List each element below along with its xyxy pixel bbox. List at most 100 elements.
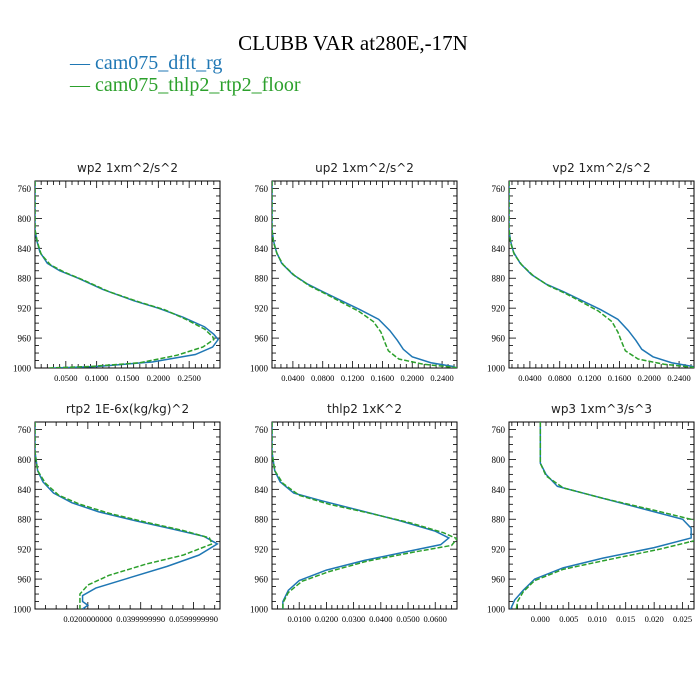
x-tick-label: 0.1000 — [85, 373, 108, 383]
y-tick-label: 800 — [492, 455, 506, 465]
y-tick-label: 800 — [18, 455, 32, 465]
x-tick-label: 0.1600 — [371, 373, 394, 383]
series-line-1 — [272, 422, 451, 609]
series-line-2 — [509, 181, 694, 368]
y-tick-label: 760 — [492, 425, 506, 435]
y-tick-label: 840 — [492, 244, 506, 254]
legend-entry-2: — cam075_thlp2_rtp2_floor — [69, 74, 301, 96]
x-tick-label: 0.005 — [559, 614, 578, 624]
x-tick-label: 0.2000 — [147, 373, 170, 383]
x-tick-label: 0.0600 — [424, 614, 447, 624]
y-tick-label: 760 — [18, 184, 32, 194]
y-tick-label: 880 — [18, 274, 32, 284]
x-tick-label: 0.0200 — [315, 614, 338, 624]
panel-1: wp2 1xm^2/s^2 760 800 840 880 920 960 1000 0.050… — [13, 161, 221, 383]
x-tick-label: 0.2400 — [667, 373, 690, 383]
y-tick-label: 920 — [255, 304, 269, 314]
y-tick-label: 840 — [255, 244, 269, 254]
panel-4: rtp2 1E-6x(kg/kg)^2 760 800 840 880 920 960 100… — [13, 402, 221, 624]
y-tick-label: 960 — [492, 575, 506, 585]
y-tick-label: 1000 — [250, 605, 269, 615]
y-tick-label: 800 — [492, 214, 506, 224]
legend-label-2: cam075_thlp2_rtp2_floor — [95, 74, 301, 96]
y-tick-label: 800 — [255, 214, 269, 224]
y-tick-label: 1000 — [13, 605, 32, 615]
panel-title: thlp2 1xK^2 — [327, 402, 402, 416]
legend-label-1: cam075_dflt_rg — [95, 52, 222, 74]
figure-title: CLUBB VAR at280E,-17N — [238, 31, 468, 55]
x-tick-label: 0.0300 — [342, 614, 365, 624]
panel-2: up2 1xm^2/s^2 760 800 840 880 920 960 1000 0.040… — [250, 161, 458, 383]
y-tick-label: 880 — [255, 274, 269, 284]
panel-5: thlp2 1xK^2 760 800 840 880 920 960 1000 0.0100 0… — [250, 402, 458, 624]
x-tick-label: 0.2000 — [638, 373, 661, 383]
y-tick-label: 840 — [255, 485, 269, 495]
plot-frame — [34, 421, 221, 610]
panel-title: vp2 1xm^2/s^2 — [552, 161, 650, 175]
series-line-2 — [515, 422, 694, 609]
panel-title: up2 1xm^2/s^2 — [315, 161, 414, 175]
legend-dash-2: — — [69, 74, 95, 96]
x-tick-label: 0.2400 — [430, 373, 453, 383]
panel-3: vp2 1xm^2/s^2 760 800 840 880 920 960 1000 0.040… — [487, 161, 695, 383]
legend-entry-1: — cam075_dflt_rg — [69, 52, 222, 74]
y-tick-label: 880 — [255, 515, 269, 525]
panel-title: wp2 1xm^2/s^2 — [77, 161, 178, 175]
x-tick-label: 0.1500 — [116, 373, 139, 383]
y-tick-label: 880 — [18, 515, 32, 525]
y-tick-label: 1000 — [250, 364, 269, 374]
panel-6: wp3 1xm^3/s^3 760 800 840 880 920 960 1000 0.000… — [487, 402, 695, 624]
x-tick-label: 0.0400 — [281, 373, 304, 383]
x-tick-label: 0.1200 — [578, 373, 601, 383]
x-tick-label: 0.0800 — [548, 373, 571, 383]
x-tick-label: 0.0400 — [369, 614, 392, 624]
y-tick-label: 760 — [18, 425, 32, 435]
x-tick-label: 0.0200000000 — [63, 614, 112, 624]
y-tick-label: 880 — [492, 274, 506, 284]
y-tick-label: 800 — [255, 455, 269, 465]
x-tick-label: 0.0400 — [518, 373, 541, 383]
series-line-2 — [35, 422, 214, 609]
y-tick-label: 840 — [492, 485, 506, 495]
x-tick-label: 0.2500 — [177, 373, 200, 383]
y-tick-label: 760 — [255, 184, 269, 194]
legend-dash-1: — — [69, 52, 95, 74]
y-tick-label: 960 — [255, 575, 269, 585]
y-tick-label: 960 — [255, 334, 269, 344]
y-tick-label: 1000 — [487, 605, 506, 615]
y-tick-label: 960 — [18, 334, 32, 344]
y-tick-label: 920 — [492, 304, 506, 314]
x-tick-label: 0.1600 — [608, 373, 631, 383]
x-tick-label: 0.010 — [588, 614, 607, 624]
y-tick-label: 880 — [492, 515, 506, 525]
figure-legend: — cam075_dflt_rg — cam075_thlp2_rtp2_flo… — [69, 52, 301, 96]
x-tick-label: 0.0599999990 — [169, 614, 218, 624]
y-tick-label: 840 — [18, 485, 32, 495]
x-tick-label: 0.000 — [531, 614, 550, 624]
y-tick-label: 760 — [492, 184, 506, 194]
x-tick-label: 0.0500 — [54, 373, 77, 383]
panel-title: wp3 1xm^3/s^3 — [551, 402, 652, 416]
y-tick-label: 920 — [18, 304, 32, 314]
x-tick-label: 0.015 — [616, 614, 635, 624]
y-tick-label: 920 — [492, 545, 506, 555]
x-tick-label: 0.025 — [673, 614, 692, 624]
x-tick-label: 0.1200 — [341, 373, 364, 383]
x-tick-label: 0.0800 — [311, 373, 334, 383]
y-tick-label: 960 — [492, 334, 506, 344]
plot-frame — [508, 421, 695, 610]
x-tick-label: 0.020 — [645, 614, 664, 624]
y-tick-label: 920 — [18, 545, 32, 555]
y-tick-label: 920 — [255, 545, 269, 555]
panels-group: wp2 1xm^2/s^2 760 800 840 880 920 960 1000 0.050… — [13, 161, 695, 624]
series-line-2 — [272, 422, 457, 609]
y-tick-label: 800 — [18, 214, 32, 224]
y-tick-label: 1000 — [13, 364, 32, 374]
y-tick-label: 1000 — [487, 364, 506, 374]
series-line-2 — [35, 181, 215, 368]
y-tick-label: 960 — [18, 575, 32, 585]
panel-title: rtp2 1E-6x(kg/kg)^2 — [66, 402, 189, 416]
x-tick-label: 0.2000 — [401, 373, 424, 383]
